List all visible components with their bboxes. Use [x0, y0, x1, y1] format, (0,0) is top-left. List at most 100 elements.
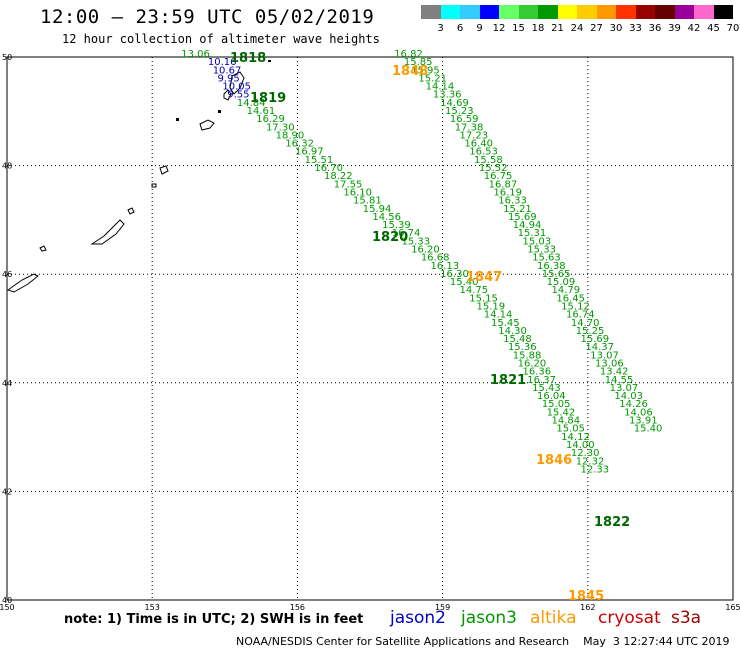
- swh-value: 15.31: [518, 228, 547, 239]
- longitude-label: 153: [145, 603, 160, 612]
- pass-time-label: 1820: [372, 230, 408, 245]
- swh-value: 15.85: [404, 57, 433, 68]
- color-scale-swatch: [596, 5, 616, 19]
- swh-value: 15.52: [479, 163, 508, 174]
- color-scale-swatch: [674, 5, 694, 19]
- swh-value: 16.32: [285, 139, 314, 150]
- swh-value: 15.33: [527, 244, 556, 255]
- swh-value: 12.33: [581, 464, 610, 475]
- swh-value: 12.32: [576, 456, 605, 467]
- swh-value: 16.97: [295, 147, 324, 158]
- swh-value: 13.07: [590, 350, 619, 361]
- color-scale-swatch: [499, 5, 519, 19]
- swh-value: 16.20: [518, 359, 547, 370]
- swh-value: 16.33: [498, 196, 527, 207]
- swh-value: 16.75: [484, 171, 513, 182]
- swh-value: 14.06: [624, 407, 653, 418]
- swh-value: 18.90: [276, 130, 305, 141]
- swh-value: 14.69: [440, 98, 469, 109]
- swh-value: 16.30: [440, 269, 469, 280]
- swh-value: 16.04: [537, 391, 566, 402]
- color-scale-tick: 39: [668, 23, 681, 34]
- longitude-label: 162: [580, 603, 595, 612]
- swh-value: 16.38: [537, 261, 566, 272]
- color-scale-swatch: [460, 5, 480, 19]
- color-scale-swatch: [655, 5, 675, 19]
- swh-value: 14.26: [619, 399, 648, 410]
- swh-value: 16.37: [527, 375, 556, 386]
- swh-value: 15.69: [508, 212, 537, 223]
- swh-value: 15.23: [445, 106, 474, 117]
- swh-value: 13.07: [610, 383, 639, 394]
- color-scale-tick: 42: [687, 23, 701, 34]
- latitude-label: 42: [2, 487, 12, 496]
- pass-time-label: 1846: [536, 453, 572, 468]
- footnote: note: 1) Time is in UTC; 2) SWH is in fe…: [64, 612, 364, 627]
- color-scale-tick: 6: [456, 23, 464, 34]
- swh-value: 15.12: [561, 301, 590, 312]
- swh-value: 15.94: [363, 204, 392, 215]
- color-scale-tick: 24: [570, 23, 584, 34]
- swh-value: 15.05: [542, 399, 571, 410]
- latitude-label: 44: [2, 379, 12, 388]
- swh-value: 15.33: [401, 236, 430, 247]
- color-scale-swatch: [713, 5, 733, 19]
- lat-lon-grid: 40 42 44 46 48 50 150 153 156 159 162 165: [0, 53, 740, 612]
- swh-value: 10.67: [213, 65, 242, 76]
- latitude-label: 40: [2, 596, 12, 605]
- swh-value: 17.38: [455, 122, 484, 133]
- color-scale-tick: 36: [648, 23, 662, 34]
- map-frame: [6, 56, 734, 601]
- swh-value: 16.13: [431, 261, 460, 272]
- swh-value: 16.82: [394, 49, 423, 60]
- longitude-label: 165: [725, 603, 740, 612]
- color-scale-swatch: [635, 5, 655, 19]
- swh-value: 15.25: [576, 326, 605, 337]
- longitude-label: 150: [0, 603, 15, 612]
- swh-value: 14.84: [237, 98, 266, 109]
- swh-value: 9.55: [227, 90, 249, 101]
- swh-value: 16.20: [411, 244, 440, 255]
- swh-value: 14.12: [561, 432, 590, 443]
- swh-value: 16.19: [493, 187, 522, 198]
- pass-time-label: 1819: [250, 91, 286, 106]
- latitude-label: 48: [2, 162, 12, 171]
- swh-value: 15.63: [532, 253, 561, 264]
- swh-value: 14.14: [484, 310, 513, 321]
- color-scale-swatch: [440, 5, 460, 19]
- swh-value: 13.91: [629, 416, 658, 427]
- pass-time-label: 1845: [568, 589, 604, 604]
- color-scale-swatch: [538, 5, 558, 19]
- swh-value: 15.51: [305, 155, 334, 166]
- swh-value: 13.06: [595, 359, 624, 370]
- swh-value: 17.30: [266, 122, 295, 133]
- swh-value: 16.74: [566, 310, 595, 321]
- color-scale-tick: 18: [531, 23, 545, 34]
- swh-value: 16.45: [556, 293, 585, 304]
- swh-value: 15.21: [418, 73, 447, 84]
- swh-value: 16.87: [489, 179, 518, 190]
- swh-value: 15.21: [503, 204, 532, 215]
- longitude-label: 159: [435, 603, 450, 612]
- swh-value: 14.94: [513, 220, 542, 231]
- swh-value: 17.23: [460, 130, 489, 141]
- swh-value: 14.55: [605, 375, 634, 386]
- credit-line: NOAA/NESDIS Center for Satellite Applica…: [236, 635, 730, 648]
- longitude-label: 156: [290, 603, 305, 612]
- swh-value: 15.36: [508, 342, 537, 353]
- latitude-label: 46: [2, 270, 12, 279]
- swh-value: 14.84: [552, 416, 581, 427]
- swh-value: 16.10: [343, 187, 372, 198]
- swh-value: 15.69: [581, 334, 610, 345]
- pass-time-label: 1847: [466, 270, 502, 285]
- latitude-label: 50: [2, 53, 12, 62]
- color-scale-swatch: [421, 5, 441, 19]
- swh-value: 15.42: [547, 407, 576, 418]
- pass-time-label: 1821: [490, 373, 526, 388]
- pass-time-label: 1848: [392, 64, 428, 79]
- color-scale-swatch: [479, 5, 499, 19]
- color-scale-tick: 33: [629, 23, 642, 34]
- color-scale-tick: 70: [726, 23, 740, 34]
- swh-value: 14.37: [585, 342, 614, 353]
